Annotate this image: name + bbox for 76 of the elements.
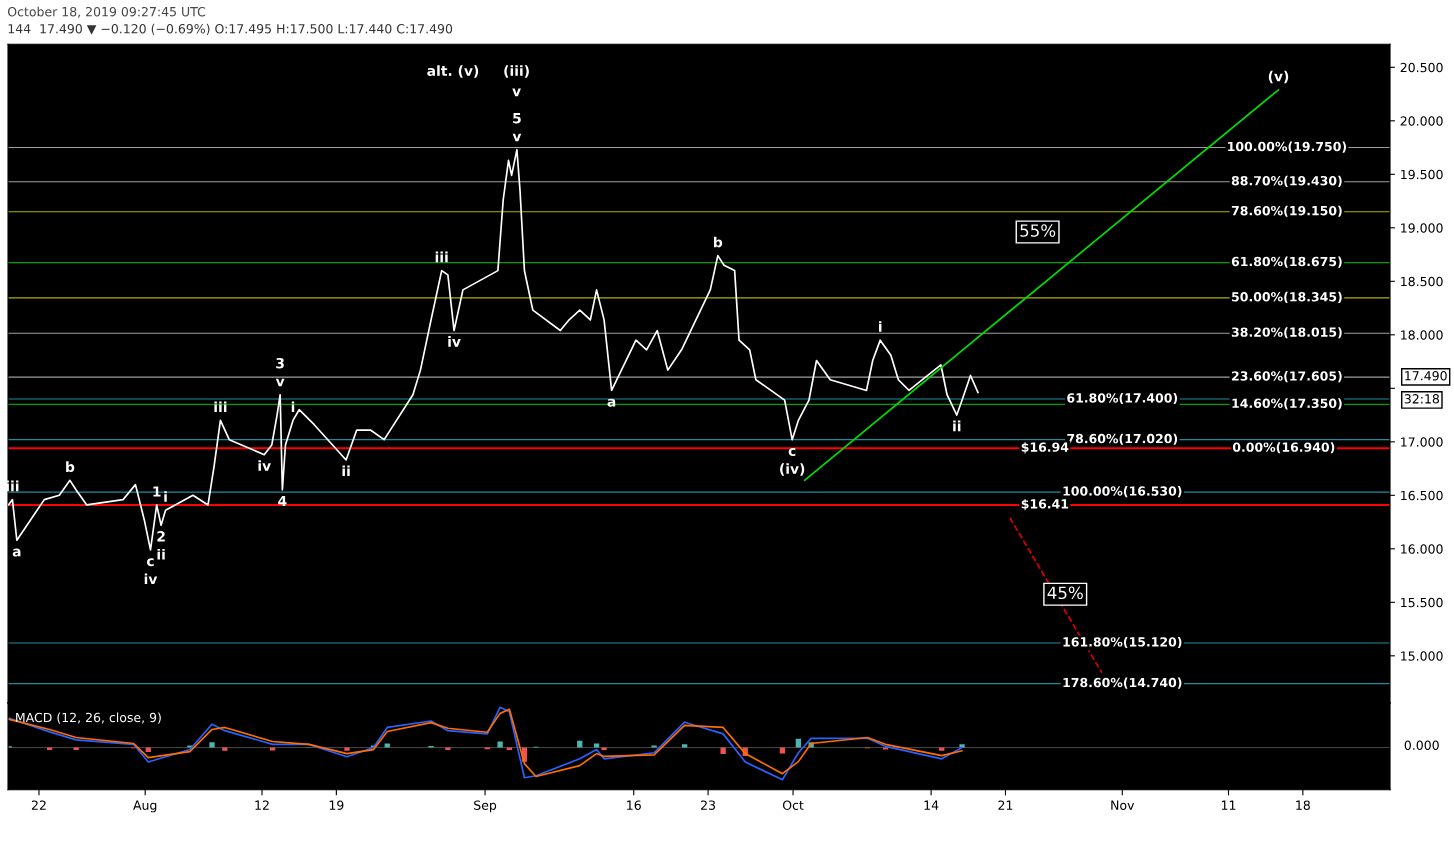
annotation: 5: [513, 113, 521, 124]
annotation: b: [714, 236, 723, 248]
text: 0.000: [1404, 740, 1439, 750]
y-tick-label: 17.000: [1401, 437, 1443, 447]
annotation: 178.60%(14.740): [1063, 677, 1182, 689]
annotation: 4: [278, 495, 287, 507]
annotation: i: [879, 321, 882, 332]
x-tick-label: Aug: [133, 800, 157, 813]
annotation: i: [164, 491, 167, 502]
x-tick-label: 18: [1296, 800, 1310, 810]
annotation: iii: [435, 251, 448, 263]
annotation: a: [12, 548, 21, 557]
x-tick-label: 22: [31, 800, 46, 810]
annotation: (iii): [504, 65, 529, 78]
y-tick-label: 16.500: [1401, 490, 1443, 501]
annotation: (v): [1268, 70, 1289, 84]
y-tick-label: 18.500: [1401, 276, 1443, 287]
annotation: iv: [448, 336, 461, 347]
annotation: 100.00%(16.530): [1063, 486, 1182, 498]
annotation: (iv): [780, 463, 805, 476]
annotation: 0.00%(16.940): [1232, 442, 1335, 454]
annotation: 78.60%(17.020): [1067, 433, 1178, 445]
annotation: c: [788, 448, 796, 456]
chart-title: MACD (12, 26, close, 9): [16, 712, 161, 724]
annotation: 55%: [1020, 224, 1056, 237]
y-tick-label: 15.500: [1401, 597, 1443, 608]
annotation: 38.20%(18.015): [1231, 327, 1342, 339]
x-tick-label: 16: [627, 800, 641, 810]
annotation: 2: [157, 531, 165, 542]
y-tick-label: 20.500: [1400, 62, 1443, 73]
annotation: b: [66, 461, 75, 473]
annotation: 23.60%(17.605): [1232, 371, 1342, 383]
y-tick-label: 18.000: [1401, 330, 1443, 340]
annotation: v: [275, 378, 285, 387]
x-tick-label: Nov: [1111, 800, 1135, 810]
x-tick-label: 23: [701, 800, 716, 810]
annotation: 14.60%(17.350): [1232, 398, 1342, 410]
annotation: 78.60%(19.150): [1231, 205, 1342, 217]
x-tick-label: Sep: [474, 800, 497, 813]
annotation: 88.70%(19.430): [1231, 175, 1342, 187]
chart-subtitle: 144 17.490 ▼ −0.120 (−0.69%) O:17.495 H:17.500 L:17.440 C:17.490: [8, 23, 453, 35]
x-tick-label: 19: [329, 800, 344, 810]
annotation: ii: [953, 420, 961, 432]
annotation: iv: [144, 573, 158, 585]
x-tick-label: 21: [998, 800, 1013, 810]
annotation: 61.80%(18.675): [1231, 256, 1342, 268]
annotation: v: [512, 88, 521, 97]
annotation: 3: [276, 357, 284, 369]
y-tick-label: 16.000: [1401, 544, 1443, 554]
annotation: 161.80%(15.120): [1063, 636, 1182, 649]
annotation: iv: [258, 460, 271, 471]
annotation: 61.80%(17.400): [1067, 392, 1178, 405]
annotation: v: [512, 133, 522, 142]
annotation: $16.41: [1021, 498, 1069, 511]
annotation: $16.94: [1021, 442, 1069, 454]
x-tick-label: Oct: [782, 800, 804, 810]
text: 32:18: [1404, 394, 1440, 404]
annotation: 45%: [1047, 586, 1083, 600]
x-tick-label: 14: [924, 800, 939, 810]
annotation: 100.00%(19.750): [1228, 141, 1347, 153]
y-tick-label: 19.000: [1401, 223, 1443, 233]
annotation: 1: [153, 486, 161, 497]
annotation: alt. (v): [427, 65, 479, 78]
x-tick-label: 12: [255, 800, 269, 810]
text: 17.490: [1405, 371, 1447, 381]
annotation: a: [607, 398, 616, 407]
annotation: 50.00%(18.345): [1232, 291, 1342, 303]
annotation: ii: [342, 465, 350, 477]
y-tick-label: 20.000: [1400, 116, 1443, 126]
x-tick-label: 11: [1221, 800, 1236, 810]
annotation: c: [146, 558, 154, 567]
y-tick-label: 15.000: [1401, 651, 1443, 661]
annotation: i: [291, 401, 295, 412]
y-tick-label: 19.500: [1401, 169, 1443, 180]
annotation: ii: [157, 548, 165, 560]
chart-title: October 18, 2019 09:27:45 UTC: [7, 6, 206, 18]
